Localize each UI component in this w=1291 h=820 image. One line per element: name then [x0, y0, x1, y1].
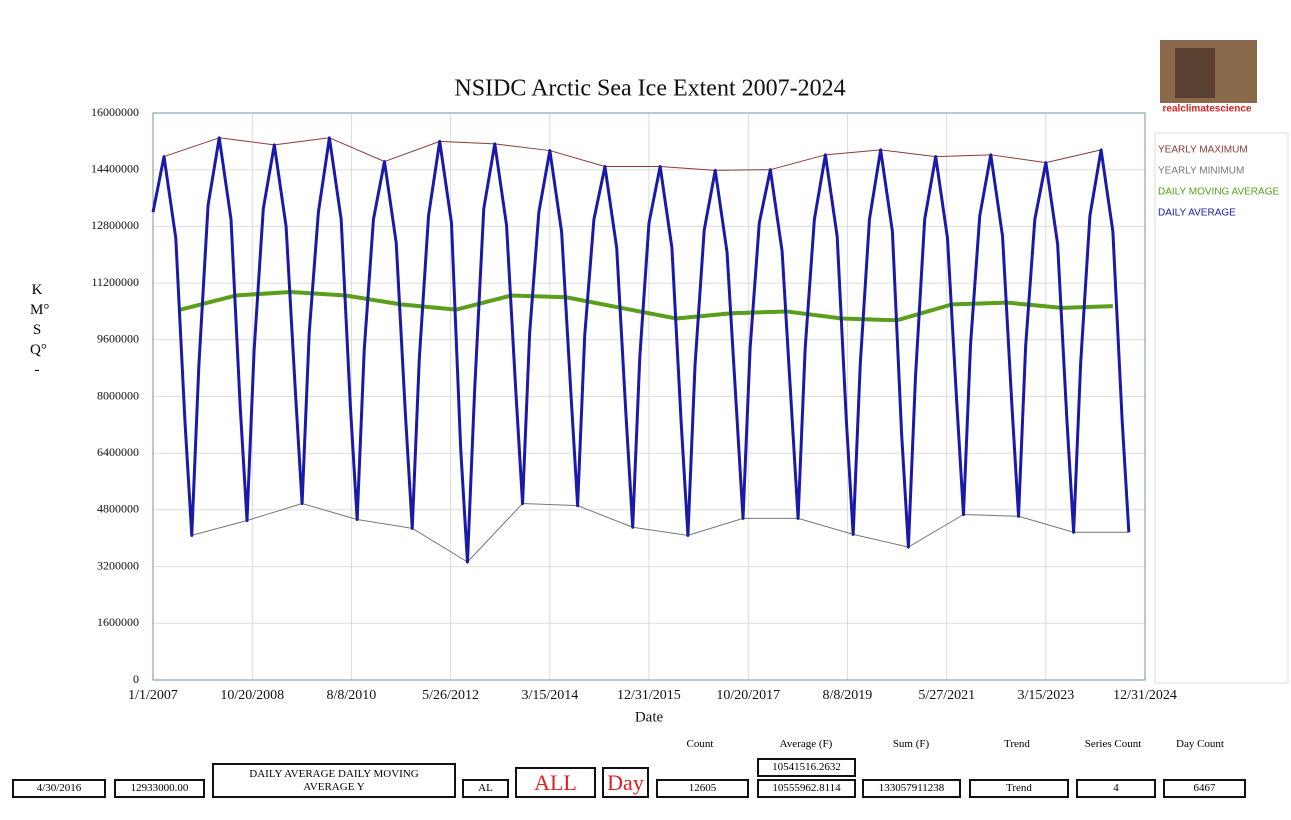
logo-text: realclimatescience	[1163, 104, 1252, 115]
y-tick-label: 12800000	[91, 218, 139, 232]
sum-field: 133057911238	[862, 779, 961, 798]
y-tick-label: 8000000	[97, 388, 139, 402]
y-axis-label: KM°SQ°-	[30, 282, 50, 378]
series-line	[191, 503, 1129, 563]
range-button[interactable]: ALL	[515, 767, 596, 798]
y-tick-label: 4800000	[97, 502, 139, 516]
x-tick-label: 3/15/2014	[521, 688, 578, 703]
legend-label: DAILY MOVING AVERAGE	[1158, 187, 1279, 198]
date-field[interactable]: 4/30/2016	[12, 779, 106, 798]
y-tick-label: 0	[133, 672, 139, 686]
series-line	[151, 136, 1131, 564]
x-tick-label: 5/27/2021	[918, 688, 975, 703]
day-count-field: 6467	[1163, 779, 1246, 798]
header: Trend	[1004, 738, 1030, 750]
series-line	[179, 289, 1113, 323]
legend-label: DAILY AVERAGE	[1158, 208, 1236, 219]
logo-figure	[1175, 48, 1215, 98]
y-tick-label: 14400000	[91, 161, 139, 175]
header: Day Count	[1176, 738, 1224, 750]
x-tick-label: 5/26/2012	[422, 688, 479, 703]
plot-border	[152, 112, 1146, 681]
value-field[interactable]: 12933000.00	[114, 779, 205, 798]
x-axis-label: Date	[635, 709, 664, 725]
legend-label: YEARLY MAXIMUM	[1158, 145, 1248, 156]
series-count-field: 4	[1076, 779, 1156, 798]
legend-label: YEARLY MINIMUM	[1158, 166, 1244, 177]
y-tick-label: 3200000	[97, 558, 139, 572]
x-tick-label: 10/20/2017	[716, 688, 780, 703]
code-field[interactable]: AL	[462, 779, 509, 798]
series-select[interactable]: DAILY AVERAGE DAILY MOVING AVERAGE Y	[212, 763, 456, 798]
series-line	[163, 137, 1102, 171]
x-tick-label: 8/8/2010	[327, 688, 377, 703]
x-tick-label: 1/1/2007	[128, 688, 178, 703]
y-tick-label: 16000000	[91, 105, 139, 119]
legend-box	[1154, 132, 1289, 684]
y-tick-label: 11200000	[91, 275, 139, 289]
x-tick-label: 12/31/2015	[617, 688, 681, 703]
average-field: 10541516.2632	[757, 758, 856, 777]
x-tick-label: 8/8/2019	[823, 688, 873, 703]
x-tick-label: 3/15/2023	[1017, 688, 1074, 703]
header: Series Count	[1084, 738, 1142, 750]
y-tick-label: 1600000	[97, 615, 139, 629]
header: Sum (F)	[892, 738, 930, 750]
header: Average (F)	[779, 738, 833, 750]
x-tick-label: 10/20/2008	[220, 688, 284, 703]
x-tick-label: 12/31/2024	[1113, 688, 1177, 703]
count-field: 12605	[656, 779, 749, 798]
chart-title: NSIDC Arctic Sea Ice Extent 2007-2024	[454, 76, 845, 102]
average-field: 10555962.8114	[757, 779, 856, 798]
trend-button[interactable]: Trend	[969, 779, 1069, 798]
header: Count	[686, 738, 714, 750]
unit-button[interactable]: Day	[602, 767, 649, 798]
y-tick-label: 9600000	[97, 332, 139, 346]
y-tick-label: 6400000	[97, 445, 139, 459]
